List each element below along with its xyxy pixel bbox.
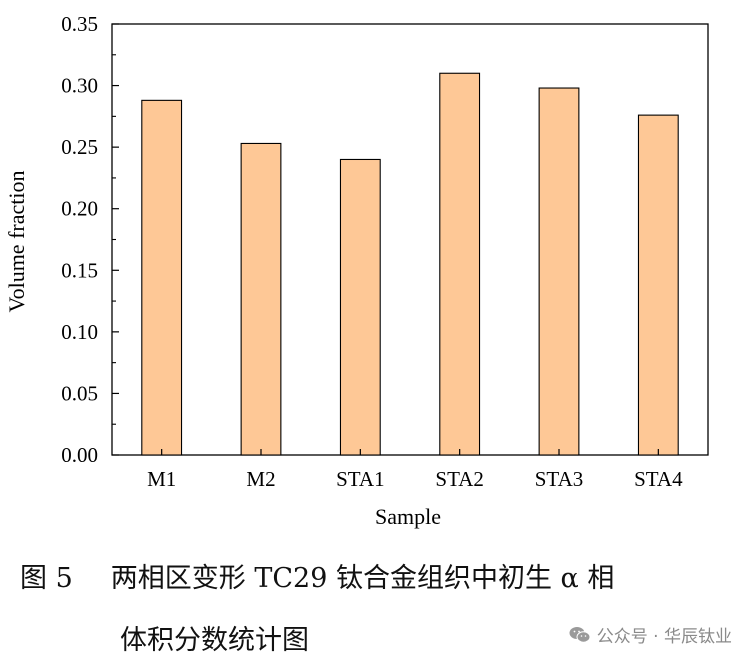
bar-sta1 [339, 158, 381, 456]
caption-text-line1: 两相区变形 TC29 钛合金组织中初生 α 相 [110, 563, 615, 594]
y-tick-label: 0.05 [61, 381, 98, 405]
x-tick-label: STA3 [535, 467, 584, 491]
watermark-text: 公众号 · 华辰钛业 [596, 627, 732, 647]
watermark: 公众号 · 华辰钛业 [569, 622, 732, 647]
bar-m1 [141, 99, 183, 456]
x-tick-label: M2 [246, 467, 275, 491]
x-tick-label: STA1 [336, 467, 385, 491]
y-axis-title: Volume fraction [4, 171, 29, 313]
bar-sta2 [439, 72, 481, 456]
wechat-icon [569, 626, 591, 643]
plot-frame [111, 23, 709, 456]
bar-sta3 [538, 87, 580, 456]
bar-chart: 0.00 0.05 0.10 0.15 0.20 0.25 0.30 0.35 M1 M2 STA1… [4, 12, 709, 529]
y-tick-label: 0.30 [61, 74, 98, 98]
y-tick-label: 0.20 [61, 197, 98, 221]
x-tick-label: STA4 [634, 467, 683, 491]
x-tick-label: STA2 [435, 467, 484, 491]
y-tick-label: 0.35 [61, 12, 98, 36]
bar-m2 [240, 142, 282, 456]
figure-caption: 图 5 两相区变形 TC29 钛合金组织中初生 α 相 [20, 556, 614, 595]
y-tick-label: 0.00 [61, 443, 98, 467]
figure-number: 图 5 [20, 563, 73, 594]
x-tick-label: M1 [147, 467, 176, 491]
caption-text-line2: 体积分数统计图 [120, 625, 309, 656]
y-tick-label: 0.15 [61, 258, 98, 282]
y-tick-label: 0.25 [61, 135, 98, 159]
x-axis-title: Sample [375, 504, 441, 529]
y-tick-label: 0.10 [61, 320, 98, 344]
bar-sta4 [637, 114, 679, 456]
